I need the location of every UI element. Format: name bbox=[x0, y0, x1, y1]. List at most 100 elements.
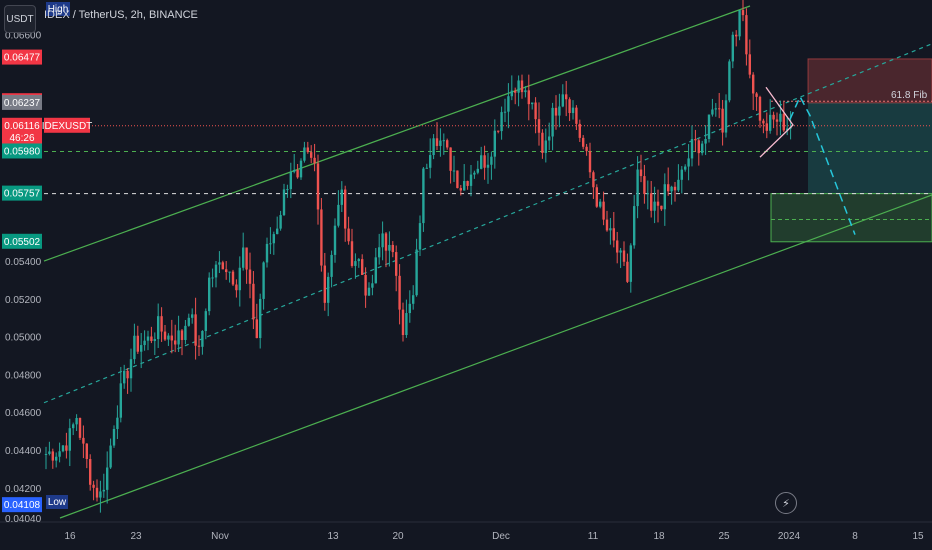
candle-body bbox=[133, 335, 136, 360]
candle-body bbox=[330, 254, 333, 277]
candle-body bbox=[775, 119, 779, 122]
demand-zone bbox=[770, 193, 932, 243]
symbol-badge-box bbox=[44, 117, 90, 133]
candle-body bbox=[123, 370, 126, 384]
candle-body bbox=[714, 108, 717, 110]
candle-body bbox=[68, 428, 71, 451]
low-label-box bbox=[46, 495, 68, 509]
stop-loss-zone bbox=[807, 58, 932, 104]
candle-body bbox=[293, 169, 296, 172]
price-label-box bbox=[2, 49, 42, 65]
candle-body bbox=[728, 61, 731, 101]
candle-body bbox=[684, 166, 687, 170]
candle-body bbox=[626, 261, 629, 282]
x-tick-label: 2024 bbox=[778, 531, 801, 542]
candle-body bbox=[456, 170, 459, 189]
price-label-box bbox=[2, 94, 42, 110]
candle-body bbox=[629, 245, 632, 282]
candle-body bbox=[707, 114, 711, 140]
lightning-icon[interactable]: ⚡ bbox=[775, 492, 797, 514]
candle-body bbox=[129, 359, 133, 379]
candle-body bbox=[398, 275, 401, 310]
candle-body bbox=[160, 316, 163, 332]
x-tick-label: 23 bbox=[130, 531, 142, 542]
candle-body bbox=[211, 277, 214, 279]
candle-body bbox=[680, 169, 683, 180]
price-label: 0.06237 bbox=[4, 98, 41, 109]
candle-body bbox=[486, 164, 490, 168]
candle-body bbox=[102, 489, 105, 492]
candle-body bbox=[765, 123, 768, 131]
x-tick-label: 25 bbox=[718, 531, 730, 542]
candle-body bbox=[265, 243, 269, 263]
high-label: High bbox=[48, 4, 69, 15]
candle-body bbox=[89, 459, 92, 485]
candle-body bbox=[605, 219, 609, 231]
price-label-box bbox=[2, 185, 42, 201]
candle-body bbox=[701, 143, 704, 154]
candle-body bbox=[296, 169, 299, 178]
candle-body bbox=[497, 130, 500, 132]
candle-body bbox=[636, 169, 639, 207]
candle-body bbox=[721, 108, 724, 133]
candle-body bbox=[272, 234, 275, 244]
currency-button[interactable]: USDT bbox=[4, 5, 36, 33]
candle-body bbox=[425, 167, 428, 169]
candle-body bbox=[337, 204, 340, 226]
candle-body bbox=[473, 172, 476, 175]
price-label: 0.06116 bbox=[4, 121, 40, 132]
y-tick-label: 0.05400 bbox=[5, 257, 42, 268]
candle-body bbox=[286, 189, 289, 191]
price-label-box bbox=[2, 233, 42, 249]
candle-body bbox=[174, 340, 177, 345]
x-tick-label: 13 bbox=[327, 531, 339, 542]
candle-body bbox=[112, 428, 116, 446]
x-tick-label: 8 bbox=[852, 531, 858, 542]
candle-body bbox=[357, 259, 360, 262]
candle-body bbox=[140, 345, 143, 352]
y-tick-label: 0.04200 bbox=[5, 484, 42, 495]
candle-body bbox=[282, 189, 286, 216]
x-tick-label: 15 bbox=[912, 531, 924, 542]
candle-body bbox=[65, 445, 68, 451]
candle-body bbox=[480, 155, 483, 169]
candle-body bbox=[320, 209, 323, 266]
candle-body bbox=[439, 140, 442, 146]
candle-body bbox=[520, 80, 524, 93]
countdown-label: 46:26 bbox=[9, 133, 34, 144]
candle-body bbox=[235, 284, 238, 291]
candle-body bbox=[225, 269, 228, 273]
candle-body bbox=[738, 10, 741, 37]
price-label: 0.05502 bbox=[4, 237, 41, 248]
candle-body bbox=[463, 181, 466, 191]
candle-body bbox=[752, 74, 755, 94]
candle-body bbox=[612, 228, 615, 241]
candle-body bbox=[75, 417, 78, 425]
candle-body bbox=[646, 193, 649, 195]
candle-body bbox=[388, 244, 391, 251]
candle-body bbox=[422, 168, 425, 224]
candle-body bbox=[466, 181, 469, 186]
candle-body bbox=[146, 336, 150, 341]
candle-body bbox=[745, 15, 748, 55]
y-tick-label: 0.04400 bbox=[5, 446, 42, 457]
candle-body bbox=[677, 179, 680, 191]
candle-body bbox=[228, 271, 231, 273]
candle-body bbox=[510, 90, 513, 97]
candle-body bbox=[418, 223, 422, 250]
candle-body bbox=[735, 34, 738, 37]
candle-body bbox=[214, 264, 218, 278]
candle-body bbox=[449, 147, 452, 171]
candle-body bbox=[55, 456, 58, 461]
candle-body bbox=[490, 156, 493, 165]
take-profit-zone bbox=[808, 102, 932, 194]
candle-body bbox=[592, 172, 595, 188]
candle-body bbox=[61, 445, 65, 452]
candle-body bbox=[554, 107, 558, 116]
candle-body bbox=[558, 106, 561, 116]
candle-body bbox=[588, 151, 592, 173]
candle-body bbox=[578, 123, 581, 138]
candle-body bbox=[303, 147, 306, 161]
